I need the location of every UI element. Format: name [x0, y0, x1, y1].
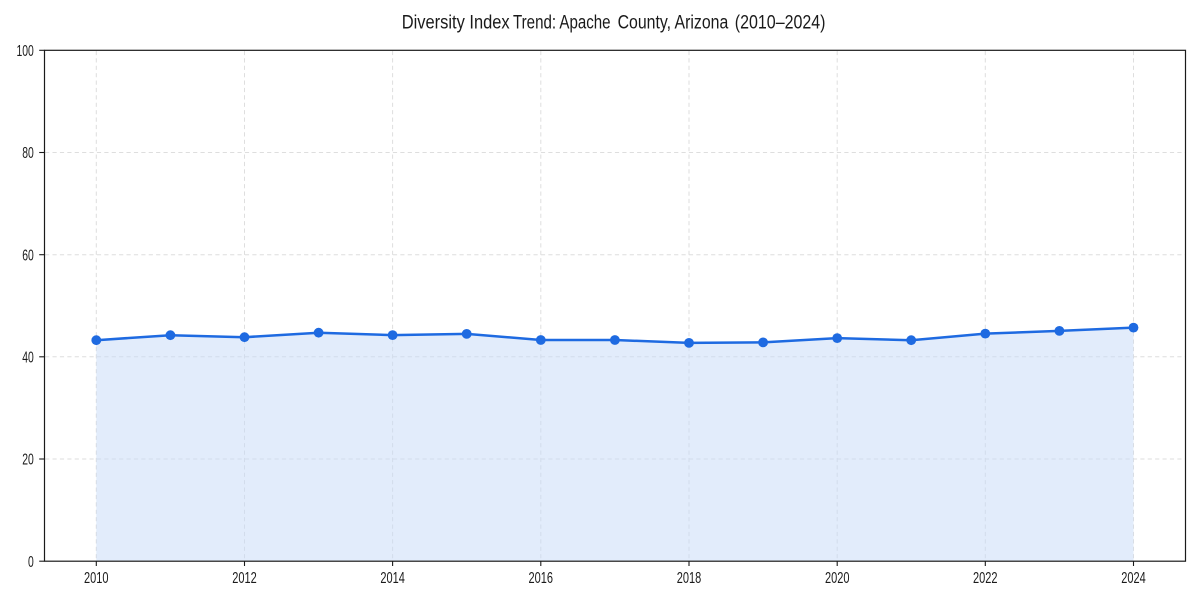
- svg-text:20: 20: [22, 451, 34, 469]
- svg-text:2024: 2024: [1121, 569, 1146, 586]
- svg-text:2012: 2012: [232, 569, 256, 586]
- svg-text:100: 100: [16, 42, 33, 60]
- svg-text:2018: 2018: [677, 569, 701, 586]
- svg-text:40: 40: [22, 348, 34, 366]
- svg-text:2022: 2022: [973, 569, 997, 586]
- svg-text:Diversity Index: Diversity Index: [402, 11, 510, 33]
- svg-text:0: 0: [28, 553, 34, 571]
- svg-text:60: 60: [22, 246, 34, 264]
- svg-text:Trend: Apache: Trend: Apache: [513, 11, 611, 33]
- svg-text:(2010–2024): (2010–2024): [735, 11, 826, 33]
- svg-text:2010: 2010: [84, 569, 108, 586]
- svg-text:County, Arizona: County, Arizona: [618, 11, 729, 33]
- svg-text:80: 80: [22, 144, 34, 162]
- svg-text:2020: 2020: [825, 569, 849, 586]
- svg-text:2014: 2014: [380, 569, 405, 586]
- svg-text:2016: 2016: [529, 569, 553, 586]
